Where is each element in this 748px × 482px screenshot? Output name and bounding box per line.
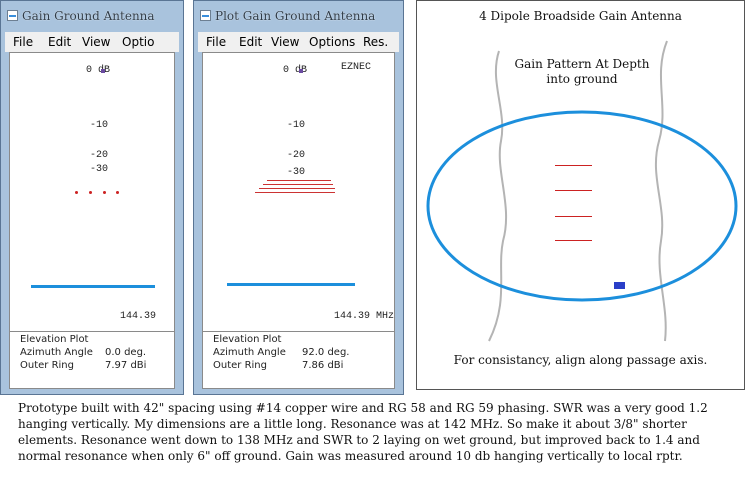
dipole-element xyxy=(555,216,592,217)
menu-file[interactable]: File xyxy=(206,35,227,49)
pattern-dot xyxy=(103,191,106,194)
plot-info-panel: Elevation Plot Azimuth Angle 0.0 deg. Ou… xyxy=(9,332,175,389)
pattern-dot xyxy=(116,191,119,194)
diagram-subtitle-line: into ground xyxy=(546,72,618,86)
title-bar[interactable]: Plot Gain Ground Antenna xyxy=(198,5,399,27)
dipole-element xyxy=(555,240,592,241)
pattern-line xyxy=(263,184,333,185)
info-row: Azimuth Angle 0.0 deg. xyxy=(10,347,174,360)
elevation-plot-area: 0 dB -10 -20 -30 144.39 xyxy=(9,52,175,332)
info-value: 0.0 deg. xyxy=(105,347,147,358)
ring-label-minus-30: -30 xyxy=(287,167,306,178)
caption-text: Prototype built with 42" spacing using #… xyxy=(18,401,708,463)
app-icon xyxy=(7,10,18,21)
eznec-watermark: EZNEC xyxy=(341,62,372,73)
pattern-line xyxy=(267,180,331,181)
dipole-element xyxy=(555,190,592,191)
passage-wall-right xyxy=(655,40,668,342)
info-label: Azimuth Angle xyxy=(213,347,286,358)
ring-label-minus-20: -20 xyxy=(90,150,109,161)
menu-bar: File Edit View Optio xyxy=(5,32,179,52)
title-bar[interactable]: Gain Ground Antenna xyxy=(5,5,179,27)
diagram-drawing xyxy=(426,40,738,342)
info-label: Outer Ring xyxy=(213,360,267,371)
diagram-title: 4 Dipole Broadside Gain Antenna xyxy=(479,9,682,23)
info-row: Azimuth Angle 92.0 deg. xyxy=(203,347,394,360)
pattern-dot xyxy=(75,191,78,194)
ground-line xyxy=(227,283,355,286)
info-value: 7.86 dBi xyxy=(302,360,344,371)
ground-line xyxy=(31,285,155,288)
antenna-diagram: 4 Dipole Broadside Gain Antenna Gain Pat… xyxy=(416,0,745,390)
ring-label-minus-30: -30 xyxy=(90,164,109,175)
diagram-subtitle: Gain Pattern At Depth into ground xyxy=(497,57,667,87)
window-title: Plot Gain Ground Antenna xyxy=(215,9,376,23)
menu-options[interactable]: Optio xyxy=(122,35,155,49)
info-value: 92.0 deg. xyxy=(302,347,350,358)
pattern-dot xyxy=(89,191,92,194)
diagram-note: For consistancy, align along passage axi… xyxy=(453,353,708,367)
info-row: Outer Ring 7.86 dBi xyxy=(203,360,394,373)
feed-marker xyxy=(614,282,625,289)
info-row: Elevation Plot xyxy=(10,334,174,347)
info-value: 7.97 dBi xyxy=(105,360,147,371)
ring-label-0db: 0 dB xyxy=(86,65,111,76)
menu-results[interactable]: Res. xyxy=(363,35,389,49)
info-label: Elevation Plot xyxy=(213,334,282,345)
gain-pattern-ellipse xyxy=(426,110,738,302)
info-label: Outer Ring xyxy=(20,360,74,371)
plot-info-panel: Elevation Plot Azimuth Angle 92.0 deg. O… xyxy=(202,332,395,389)
app-icon xyxy=(200,10,211,21)
menu-file[interactable]: File xyxy=(13,35,34,49)
frequency-label: 144.39 xyxy=(120,311,157,322)
ring-label-0db: 0 dB xyxy=(283,65,308,76)
origin-marker xyxy=(101,69,105,73)
menu-edit[interactable]: Edit xyxy=(239,35,263,49)
plot-window-1: Gain Ground Antenna File Edit View Optio… xyxy=(0,0,184,395)
elevation-plot-area: 0 dB EZNEC -10 -20 -30 144.39 MHz xyxy=(202,52,395,332)
menu-view[interactable]: View xyxy=(271,35,300,49)
frequency-label: 144.39 MHz xyxy=(334,311,395,322)
info-row: Outer Ring 7.97 dBi xyxy=(10,360,174,373)
info-label: Azimuth Angle xyxy=(20,347,93,358)
menu-edit[interactable]: Edit xyxy=(48,35,72,49)
diagram-subtitle-line: Gain Pattern At Depth xyxy=(514,57,650,71)
pattern-line xyxy=(259,188,335,189)
passage-wall-left xyxy=(488,50,507,342)
ring-label-minus-10: -10 xyxy=(90,120,109,131)
plot-window-2: Plot Gain Ground Antenna File Edit View … xyxy=(193,0,404,395)
info-row: Elevation Plot xyxy=(203,334,394,347)
ring-label-minus-20: -20 xyxy=(287,150,306,161)
ring-label-minus-10: -10 xyxy=(287,120,306,131)
window-title: Gain Ground Antenna xyxy=(22,9,155,23)
info-label: Elevation Plot xyxy=(20,334,89,345)
menu-options[interactable]: Options xyxy=(309,35,356,49)
dipole-element xyxy=(555,165,592,166)
menu-view[interactable]: View xyxy=(82,35,111,49)
pattern-line xyxy=(255,192,335,193)
origin-marker xyxy=(299,69,303,73)
menu-bar: File Edit View Options Res. xyxy=(198,32,399,52)
